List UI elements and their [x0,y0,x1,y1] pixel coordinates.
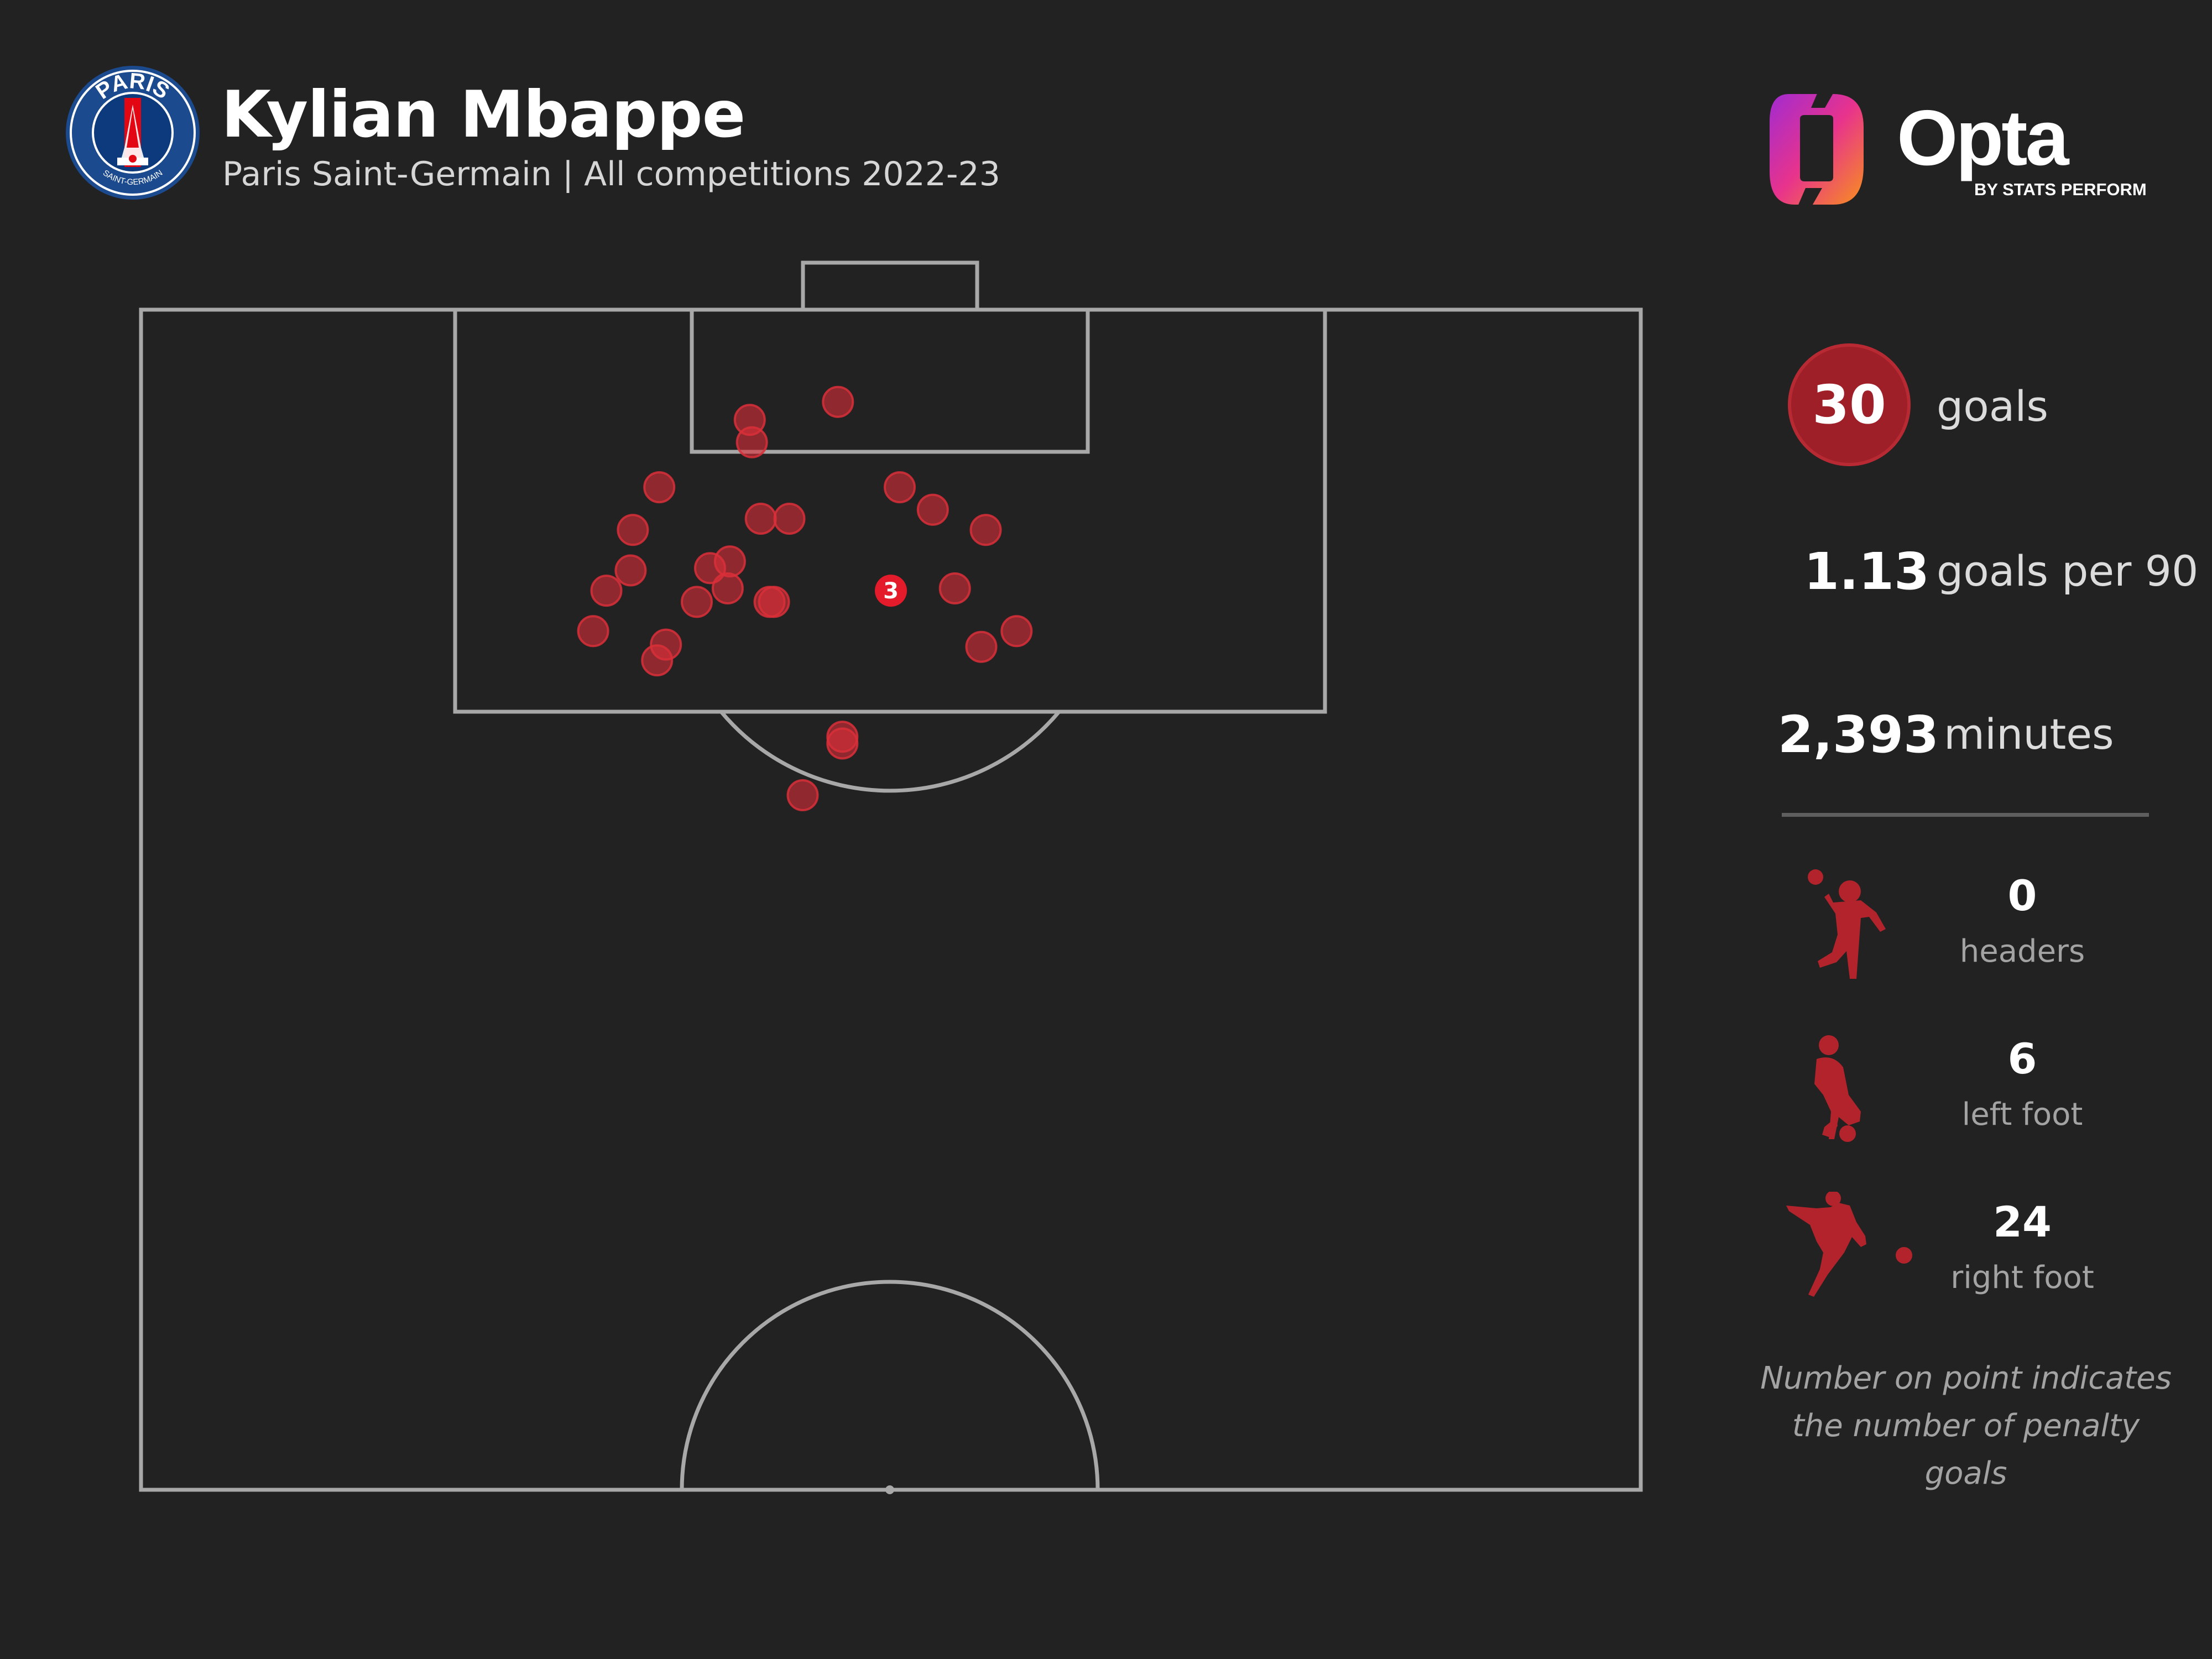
opta-wordmark: Opta [1897,94,2069,182]
penalty-note-line-2: the number of penalty goals [1792,1408,2140,1491]
headers-label: headers [1959,933,2085,969]
headers-value: 0 [2007,871,2037,920]
goal-marker [938,572,971,604]
stats-divider [1782,813,2149,817]
goals-value: 30 [1812,374,1886,436]
penalty-goal-count: 3 [883,578,899,604]
goal-marker [617,514,649,546]
left-foot-icon [1814,1035,1861,1142]
goals-badge: 30 [1788,343,1911,466]
penalty-area [453,307,1327,714]
goals-per-90-value: 1.13 [1804,542,1929,601]
goals-per-90-label: goals per 90 [1937,546,2199,596]
subtitle: Paris Saint-Germain | All competitions 2… [222,155,1000,194]
player-name-title: Kylian Mbappe [221,77,745,152]
goal-marker [884,471,916,504]
goal-marker [711,572,744,604]
shot-map-pitch: 3 [139,260,1643,1494]
goal-marker [965,630,998,663]
opta-logo: Opta BY STATS PERFORM [1770,88,2147,207]
goal-marker [713,545,746,578]
goal-marker [590,575,623,607]
right-foot-value: 24 [1993,1197,2052,1246]
goal-marker [641,644,674,677]
penalty-note: Number on point indicates the number of … [1747,1355,2184,1498]
centre-circle-arc [680,1280,1100,1490]
penalty-arc [719,710,1061,793]
goal [801,260,979,312]
goal-marker [577,615,609,648]
goal-marker [643,471,676,504]
goal-marker [773,503,806,535]
goal-marker [1000,615,1033,648]
left-foot-label: left foot [1961,1097,2083,1133]
penalty-note-line-1: Number on point indicates [1760,1360,2172,1396]
header-icon [1808,869,1886,979]
goal-marker [822,385,854,418]
goal-marker [758,586,790,618]
goal-marker [916,493,949,526]
goal-marker [786,779,819,811]
centre-spot [885,1485,894,1494]
psg-crest-logo: PARIS SAINT-GERMAIN [66,66,200,200]
goal-markers: 3 [577,385,1033,811]
goal-marker [735,426,768,458]
goal-marker [826,727,859,760]
right-foot-label: right foot [1950,1260,2094,1296]
penalty-goal-marker [875,575,907,607]
goal-marker [969,514,1002,546]
goal-marker [744,503,777,535]
goals-label: goals [1937,382,2049,431]
minutes-label: minutes [1944,709,2114,759]
minutes-value: 2,393 [1778,705,1939,764]
left-foot-value: 6 [2007,1034,2037,1083]
goal-marker [681,586,713,618]
right-foot-icon [1786,1192,1912,1297]
goal-marker [614,554,647,587]
opta-tagline: BY STATS PERFORM [1974,180,2147,199]
